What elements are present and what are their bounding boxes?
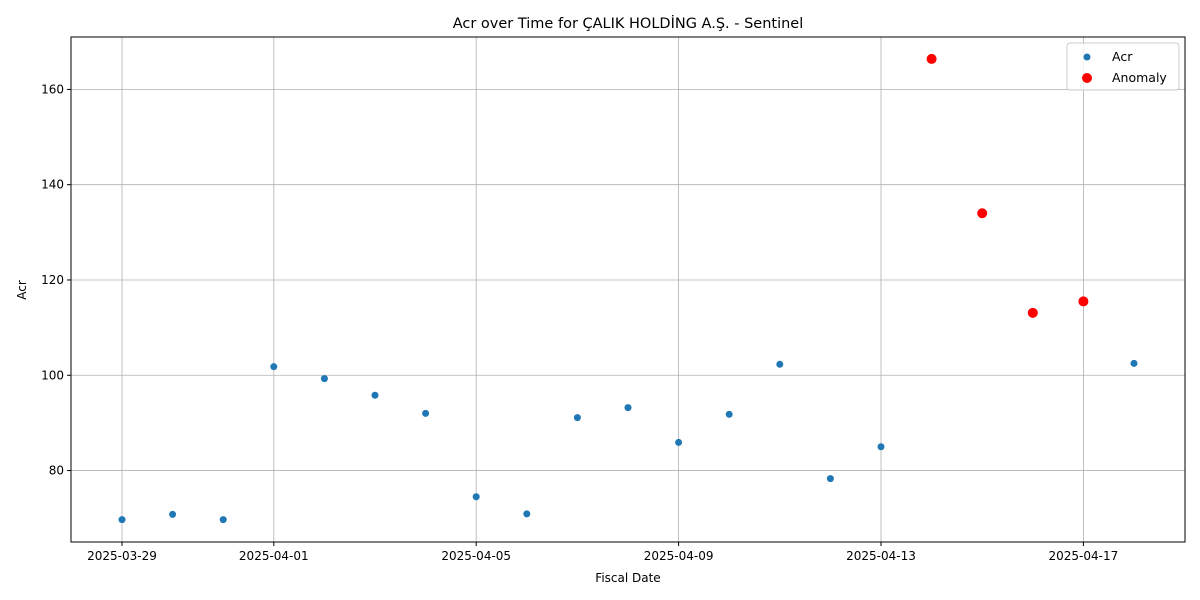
- acr-point: [877, 443, 885, 451]
- acr-point: [270, 363, 278, 371]
- acr-point: [169, 510, 177, 518]
- x-tick-label: 2025-04-13: [846, 549, 916, 563]
- y-tick-label: 100: [41, 368, 64, 382]
- y-tick-label: 120: [41, 273, 64, 287]
- acr-point: [725, 410, 733, 418]
- x-tick-label: 2025-03-29: [87, 549, 157, 563]
- anomaly-point: [1027, 307, 1038, 318]
- x-tick-label: 2025-04-05: [441, 549, 511, 563]
- legend-box: [1066, 42, 1180, 91]
- acr-point: [573, 414, 581, 422]
- chart-title: Acr over Time for ÇALIK HOLDİNG A.Ş. - S…: [453, 14, 804, 32]
- acr-point: [118, 516, 126, 524]
- y-tick-label: 160: [41, 82, 64, 96]
- acr-point: [320, 375, 328, 383]
- legend-label-anomaly: Anomaly: [1112, 70, 1167, 85]
- y-tick-label: 140: [41, 178, 64, 192]
- x-tick-label: 2025-04-17: [1049, 549, 1119, 563]
- data-marks: [118, 53, 1138, 524]
- acr-point: [219, 516, 227, 524]
- legend-marker-acr: [1083, 53, 1091, 61]
- x-axis-label: Fiscal Date: [595, 571, 660, 585]
- acr-point: [1130, 359, 1138, 367]
- acr-point: [523, 510, 531, 518]
- grid: [71, 37, 1185, 542]
- y-tick-label: 80: [49, 464, 64, 478]
- acr-point: [371, 391, 379, 399]
- legend-marker-anomaly: [1082, 73, 1092, 83]
- anomaly-point: [1078, 296, 1089, 307]
- acr-point: [472, 493, 480, 501]
- legend: Acr Anomaly: [1066, 42, 1180, 91]
- x-tick-label: 2025-04-09: [644, 549, 714, 563]
- acr-point: [826, 475, 834, 483]
- anomaly-point: [926, 53, 937, 64]
- plot-frame: [70, 36, 1186, 543]
- axis-ticks: 2025-03-29 2025-04-01 2025-04-05 2025-04-09…: [41, 82, 1118, 563]
- acr-point: [675, 438, 683, 446]
- x-tick-label: 2025-04-01: [239, 549, 309, 563]
- acr-point: [422, 409, 430, 417]
- anomaly-point: [977, 208, 988, 219]
- y-axis-label: Acr: [15, 280, 29, 300]
- acr-point: [624, 404, 632, 412]
- legend-label-acr: Acr: [1112, 49, 1133, 64]
- acr-point: [776, 360, 784, 368]
